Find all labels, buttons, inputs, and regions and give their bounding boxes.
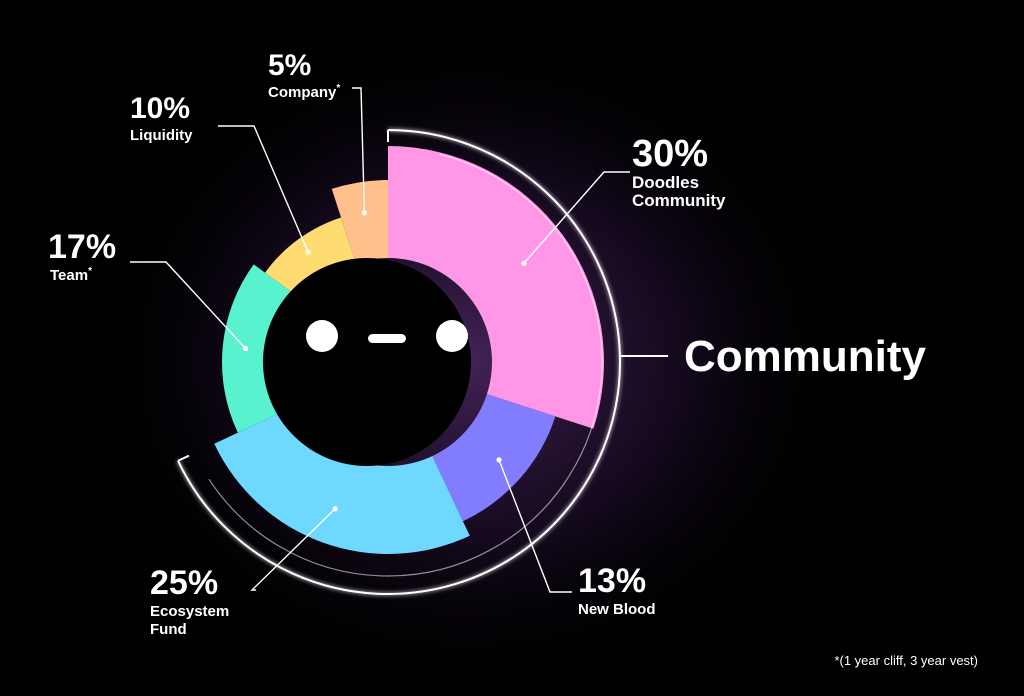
left-eye-icon <box>306 320 338 352</box>
footnote-marker: * <box>336 83 340 94</box>
leader-dot <box>305 249 311 255</box>
slice-percent-label: 5% <box>268 49 311 82</box>
face-icon <box>306 320 468 352</box>
footnote: *(1 year cliff, 3 year vest) <box>834 653 978 668</box>
slice-percent-label: 25% <box>150 564 218 602</box>
leader-dot <box>521 260 527 266</box>
community-bracket-inner-arc <box>208 153 603 577</box>
right-eye-icon <box>436 320 468 352</box>
leader-line <box>523 171 630 264</box>
slice-doodles-community <box>388 146 605 429</box>
slice-percent-label: 30% <box>632 133 708 175</box>
slice-liquidity <box>265 217 356 301</box>
leader-dot <box>496 457 502 463</box>
slices-group <box>214 146 605 554</box>
slice-new-blood <box>432 394 556 522</box>
bracket-tick <box>177 454 190 462</box>
leader-line <box>352 87 366 213</box>
group-title-community: Community <box>684 332 927 381</box>
leader-line <box>130 261 247 350</box>
leader-dot <box>361 210 367 216</box>
leader-dot <box>332 506 338 512</box>
slice-percent-label: 10% <box>130 92 190 125</box>
slice-percent-label: 17% <box>48 228 116 266</box>
leader-line <box>218 125 309 253</box>
slice-name-label: Liquidity <box>130 127 193 144</box>
mouth-icon <box>368 334 406 343</box>
slice-name-label: Company* <box>268 83 340 101</box>
leader-line <box>250 508 336 591</box>
leader-dot <box>243 345 249 352</box>
slice-name-label: Team* <box>50 266 92 284</box>
slice-name-label: Doodles <box>632 173 699 192</box>
slice-name-label: New Blood <box>578 601 656 618</box>
slice-name-label: Ecosystem <box>150 603 229 620</box>
footnote-marker: * <box>88 266 92 277</box>
slice-name-label: Fund <box>150 621 187 638</box>
community-bracket-arc <box>177 129 621 595</box>
center-hole <box>263 258 471 466</box>
group-brackets <box>177 129 668 595</box>
slice-percent-label: 13% <box>578 562 646 600</box>
slice-ecosystem-fund <box>214 406 470 554</box>
leader-lines <box>130 87 630 593</box>
leader-line <box>498 459 572 593</box>
slice-company <box>331 180 388 264</box>
slice-name-label: Community <box>632 191 726 210</box>
